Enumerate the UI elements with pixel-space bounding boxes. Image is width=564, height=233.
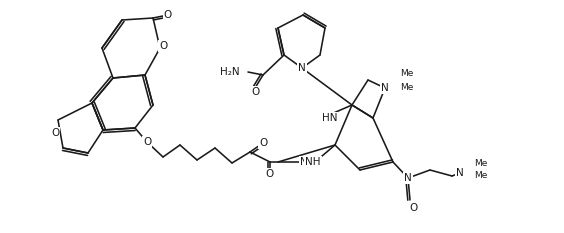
Text: Me: Me [474,158,487,168]
Text: N: N [404,173,412,183]
Text: NH: NH [305,157,320,167]
Text: N: N [456,168,464,178]
Text: O: O [259,138,267,148]
Text: O: O [143,137,151,147]
Text: Me: Me [400,83,413,93]
Text: O: O [409,203,417,213]
Text: O: O [266,169,274,179]
Text: Me: Me [474,171,487,181]
Text: NH: NH [300,157,315,167]
Text: N: N [381,83,389,93]
Text: Me: Me [400,69,413,79]
Text: O: O [51,128,59,138]
Text: O: O [164,10,172,20]
Text: O: O [159,41,167,51]
Text: HN: HN [322,113,338,123]
Text: O: O [259,138,267,148]
Text: N: N [298,63,306,73]
Text: O: O [251,87,259,97]
Text: H₂N: H₂N [221,67,240,77]
